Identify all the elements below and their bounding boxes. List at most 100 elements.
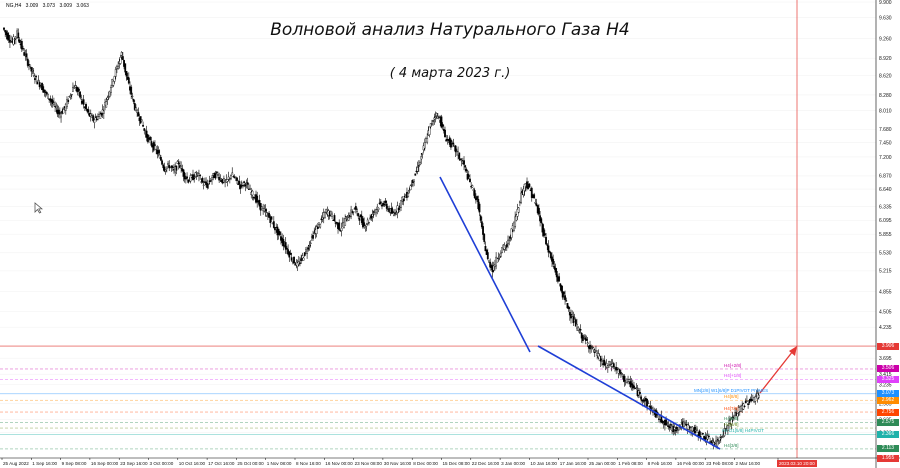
candle-body bbox=[395, 212, 398, 215]
candle-body bbox=[347, 217, 350, 221]
price-tick-label: 9.260 bbox=[879, 37, 892, 43]
candle-body bbox=[476, 196, 478, 200]
candle-body bbox=[421, 153, 424, 155]
time-tick-label: 25 Aug 2022 bbox=[3, 461, 29, 466]
candle-body bbox=[209, 180, 212, 182]
candle-body bbox=[14, 36, 17, 40]
time-tick-label: 30 Nov 16:00 bbox=[384, 461, 412, 466]
candle-body bbox=[125, 71, 128, 77]
candle-body bbox=[62, 109, 65, 114]
candle-body bbox=[270, 216, 273, 220]
candle-body bbox=[296, 262, 299, 267]
candle-body bbox=[552, 258, 555, 265]
candle-body bbox=[12, 36, 15, 45]
candle-body bbox=[409, 185, 412, 191]
candle-body bbox=[325, 209, 328, 213]
candle-body bbox=[727, 425, 729, 431]
time-tick-label: 16 Sep 00:00 bbox=[91, 461, 119, 466]
candle-body bbox=[236, 177, 238, 181]
time-tick-label: 2023.03.10 20:00 bbox=[779, 461, 815, 466]
candle-body bbox=[22, 48, 24, 50]
trendlines[interactable] bbox=[439, 176, 797, 450]
candle-body bbox=[458, 152, 461, 159]
candle-body bbox=[38, 82, 41, 88]
candle-body bbox=[483, 233, 486, 242]
candle-body bbox=[426, 138, 429, 143]
candle-body bbox=[748, 400, 751, 404]
candle-body bbox=[647, 402, 650, 405]
candle-body bbox=[53, 102, 55, 105]
candle-body bbox=[79, 91, 81, 98]
candle-body bbox=[319, 223, 322, 228]
candle-body bbox=[205, 181, 207, 186]
candle-body bbox=[574, 319, 577, 327]
candle-body bbox=[564, 295, 566, 301]
candle-body bbox=[261, 206, 263, 210]
candle-body bbox=[635, 387, 638, 389]
price-tick-label: 3.235 bbox=[879, 382, 892, 388]
candle-body bbox=[646, 399, 648, 407]
trendline-2[interactable] bbox=[537, 345, 721, 450]
level-label-mn-d1-pivot: MN[2/8] W1[6/8]P D1PIVOT PIVMES bbox=[694, 387, 769, 393]
price-tag: 3.073 bbox=[877, 390, 899, 398]
candle-body bbox=[510, 228, 513, 238]
candle-body bbox=[650, 407, 653, 409]
candle-body bbox=[167, 162, 169, 165]
price-tag: 2.756 bbox=[877, 408, 899, 416]
candle-body bbox=[539, 215, 541, 222]
candle-body bbox=[719, 437, 722, 440]
price-tick-label: 8.620 bbox=[879, 73, 892, 79]
candle-body bbox=[289, 252, 292, 255]
candle-body bbox=[702, 433, 704, 435]
candle-body bbox=[501, 247, 503, 253]
candle-body bbox=[184, 178, 187, 180]
price-tag: 3.506 bbox=[877, 365, 899, 373]
candle-body bbox=[390, 208, 393, 214]
candle-body bbox=[431, 123, 433, 125]
level-label-mm-3-8: H4[3/8] bbox=[724, 442, 739, 448]
candle-body bbox=[522, 188, 525, 196]
candle-body bbox=[226, 179, 229, 182]
candle-body bbox=[316, 226, 319, 230]
trendline-1[interactable] bbox=[439, 176, 531, 353]
candle-body bbox=[176, 161, 179, 164]
price-tick-label: 5.215 bbox=[879, 269, 892, 275]
candle-body bbox=[198, 173, 200, 176]
candle-body bbox=[450, 139, 452, 148]
candle-body bbox=[628, 379, 631, 382]
candle-body bbox=[407, 193, 410, 197]
candle-body bbox=[463, 160, 465, 165]
price-tick-label: 3.415 bbox=[879, 372, 892, 378]
candle-body bbox=[667, 425, 670, 428]
candle-body bbox=[338, 222, 341, 230]
candle-body bbox=[410, 184, 413, 186]
candle-body bbox=[391, 211, 394, 213]
price-tick-label: 4.505 bbox=[879, 309, 892, 315]
candle-body bbox=[199, 174, 202, 177]
price-tick-label: 7.200 bbox=[879, 155, 892, 161]
candle-body bbox=[223, 177, 225, 183]
candle-body bbox=[234, 176, 237, 178]
candle-body bbox=[123, 59, 125, 67]
candle-body bbox=[683, 421, 685, 427]
candle-body bbox=[371, 214, 374, 217]
candle-body bbox=[249, 188, 251, 190]
candle-body bbox=[315, 226, 318, 234]
candle-body bbox=[482, 226, 484, 235]
candle-body bbox=[707, 435, 710, 437]
candle-body bbox=[618, 369, 621, 373]
candle-body bbox=[545, 237, 547, 245]
candle-body bbox=[45, 92, 48, 95]
candle-body bbox=[175, 165, 178, 171]
candle-body bbox=[301, 255, 304, 259]
forecast-arrow-line[interactable] bbox=[759, 350, 794, 394]
candle-body bbox=[372, 211, 375, 213]
candle-body bbox=[541, 223, 544, 233]
price-tag: 2.575 bbox=[877, 418, 899, 426]
candle-body bbox=[673, 427, 676, 430]
candle-body bbox=[743, 405, 746, 407]
candle-body bbox=[432, 120, 435, 122]
candle-body bbox=[269, 217, 272, 223]
